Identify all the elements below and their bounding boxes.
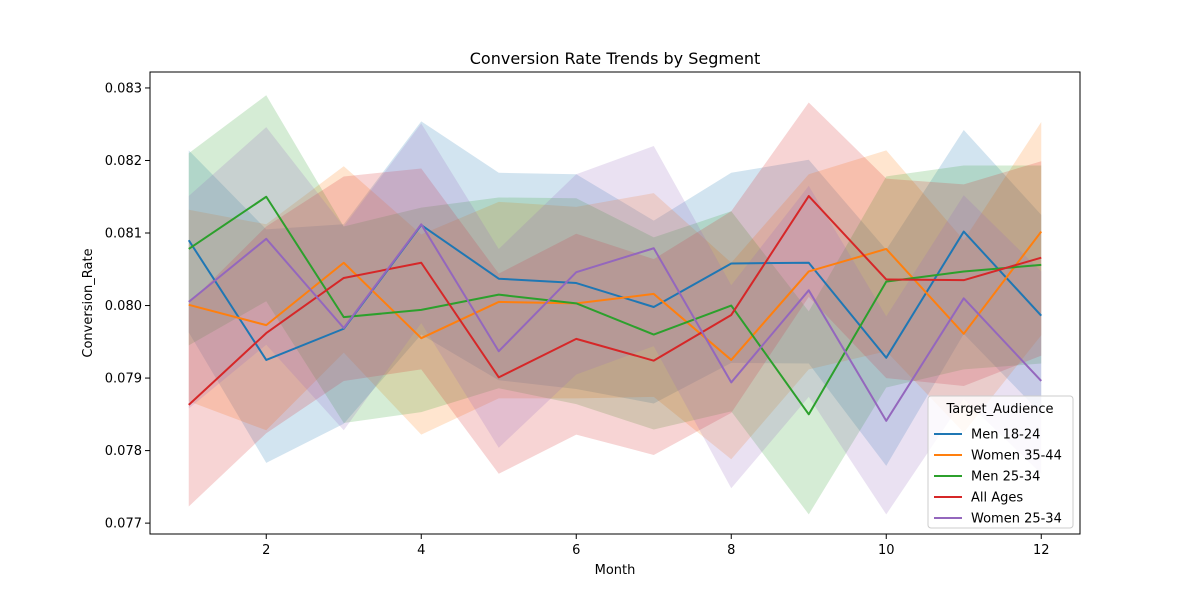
x-tick-label: 4 xyxy=(417,543,425,558)
series-line-men-18-24 xyxy=(187,224,1042,361)
chart-title: Conversion Rate Trends by Segment xyxy=(470,49,760,68)
ci-band-men-25-34 xyxy=(188,95,1042,515)
x-axis-label: Month xyxy=(595,563,636,578)
y-tick-label: 0.083 xyxy=(105,81,142,96)
series-lines xyxy=(187,195,1043,422)
y-axis-label: Conversion_Rate xyxy=(81,248,96,357)
y-axis: 0.077 0.078 0.079 0.080 0.081 0.082 0.083 xyxy=(105,81,150,532)
x-tick-label: 2 xyxy=(262,543,270,558)
y-tick-label: 0.081 xyxy=(105,227,142,242)
y-tick-label: 0.079 xyxy=(105,372,142,387)
plot-frame xyxy=(149,71,1081,535)
series-line-women-25-34 xyxy=(188,223,1042,422)
legend-box xyxy=(927,395,1074,529)
y-tick-label: 0.078 xyxy=(105,444,142,459)
y-tick-label: 0.077 xyxy=(105,517,142,532)
x-tick-label: 10 xyxy=(878,543,895,558)
legend-label-women-25-34: Women 25-34 xyxy=(971,512,1062,527)
legend-label-men-25-34: Men 25-34 xyxy=(971,470,1040,485)
series-line-women-35-44 xyxy=(188,230,1043,361)
legend-label-women-35-44: Women 35-44 xyxy=(971,449,1062,464)
ci-band-all-ages xyxy=(188,102,1042,507)
legend-items: Men 18-24 Women 35-44 Men 25-34 All Ages Wom… xyxy=(934,428,1062,527)
x-tick-label: 8 xyxy=(727,543,735,558)
y-tick-label: 0.080 xyxy=(105,299,142,314)
legend-label-men-18-24: Men 18-24 xyxy=(971,428,1040,443)
y-tick-label: 0.082 xyxy=(105,154,142,169)
x-axis: 2 4 6 8 10 12 xyxy=(262,534,1050,558)
legend-title: Target_Audience xyxy=(945,402,1053,417)
legend-label-all-ages: All Ages xyxy=(971,491,1023,506)
ci-band-women-35-44 xyxy=(188,122,1042,460)
x-tick-label: 12 xyxy=(1033,543,1050,558)
series-line-all-ages xyxy=(188,195,1042,406)
x-tick-label: 6 xyxy=(572,543,580,558)
